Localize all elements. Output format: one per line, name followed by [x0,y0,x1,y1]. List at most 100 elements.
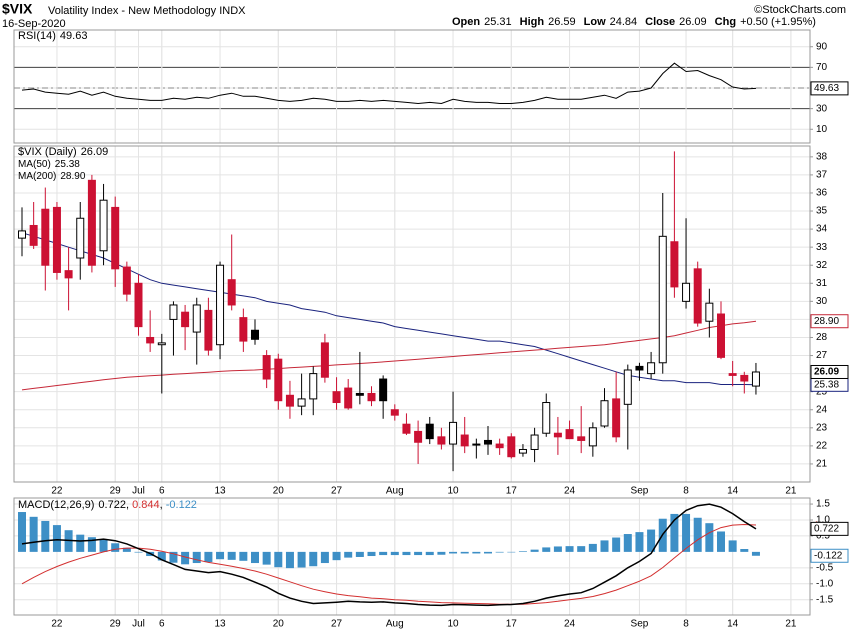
candle-body [274,358,283,402]
candle-body [332,391,341,404]
y-tick-label: -0.5 [816,562,834,573]
candle-body [297,398,306,407]
price-frame [13,145,811,483]
x-tick-label: 24 [564,486,576,497]
candle-body [449,421,458,445]
histogram-bar [251,551,259,564]
candle-body [157,342,166,346]
histogram-bar [553,546,562,552]
histogram-tag: -0.122 [814,550,843,561]
legend: MA(200) 28.90 [18,171,86,182]
x-tick-label: 20 [273,486,285,497]
candle-body [262,355,271,380]
legend-name: MACD(12,26,9) [18,499,94,511]
y-tick-label: 10 [816,124,828,135]
histogram-bar [449,551,458,554]
candle-body [309,373,318,400]
histogram-bar [122,547,131,552]
candle-body [251,329,259,340]
x-tick-label: 8 [683,486,689,497]
histogram-bar [577,546,586,552]
quote-label: Close [645,16,675,28]
copyright: ©StockCharts.com [754,4,846,16]
histogram-bar [134,551,143,553]
candle-body [64,270,73,279]
histogram-bar [320,551,329,564]
histogram-bar [565,546,574,552]
histogram-bar [76,534,85,552]
legend-value: -0.122 [166,499,197,511]
legend-value: 28.90 [60,171,85,182]
candle-body [52,206,61,273]
x-tick-label: 6 [159,619,165,630]
histogram-bar [437,551,446,555]
y-tick-label: 27 [816,350,828,361]
candle-body [111,206,120,270]
macd-line [21,503,757,607]
last-value-tag: 49.63 [814,83,839,94]
histogram-bar [402,551,411,556]
legend: $VIX (Daily) 26.09 [18,146,108,158]
histogram-bar [647,529,656,552]
candle-body [425,423,434,440]
histogram-bar [518,551,527,552]
legend-value: 25.38 [55,159,80,170]
x-tick-label: 14 [727,486,739,497]
histogram-bar [484,551,492,554]
x-tick-label: Jul [132,486,145,497]
quote-label: High [520,16,545,28]
histogram-bar [18,512,26,552]
candle-body [367,392,376,402]
macd-tag-box [810,521,849,536]
candle-body [670,241,679,288]
candle-body [484,439,492,445]
y-tick-label: 32 [816,260,828,271]
labels: 1030507090RSI(14)49.6349.632122232425262… [18,30,849,630]
rsi-line [21,62,757,105]
histogram-bar [309,551,318,567]
histogram-bar [285,551,294,569]
histogram-bar [87,537,96,552]
histogram-bar [390,551,399,556]
candle-body [227,279,236,306]
candle-body [437,436,446,445]
x-tick-label: 20 [273,619,285,630]
moving-average [21,320,757,391]
candle-body [414,430,423,443]
quote-value: 25.31 [484,16,512,28]
histogram-bar [274,551,283,568]
date: 16-Sep-2020 [2,18,66,30]
candle-body [99,199,108,252]
candle-body [41,208,50,266]
candle-body [623,369,632,405]
rsi-frame [13,29,811,144]
legend-value: 49.63 [60,30,88,42]
y-tick-label: 22 [816,441,828,452]
x-tick-label: 21 [785,619,797,630]
x-tick-label: 8 [683,619,689,630]
candle-body [320,342,329,378]
candle-body [542,402,551,434]
candle-body [495,443,504,449]
legend: MA(50) 25.38 [18,159,80,170]
candle-body [612,398,621,438]
histogram-bar [355,551,364,557]
histogram-bar [507,551,516,553]
x-tick-label: 10 [447,486,459,497]
legend-name: MA(50) [18,159,51,170]
histogram-bar [740,549,749,552]
histogram-bar [460,551,469,554]
legend-name: MA(200) [18,171,56,182]
x-tick-label: 27 [331,619,343,630]
histogram-bar [612,537,621,552]
candle-body [682,282,691,302]
candle-body [29,224,38,246]
x-tick-label: Aug [386,619,404,630]
x-tick-label: Sep [631,619,649,630]
quote-label: Chg [715,16,736,28]
histogram-bar [623,534,632,552]
histogram-bar [635,532,644,552]
y-tick-label: -1.5 [816,594,834,605]
histogram-bar [297,551,306,568]
x-tick-label: Jul [132,619,145,630]
